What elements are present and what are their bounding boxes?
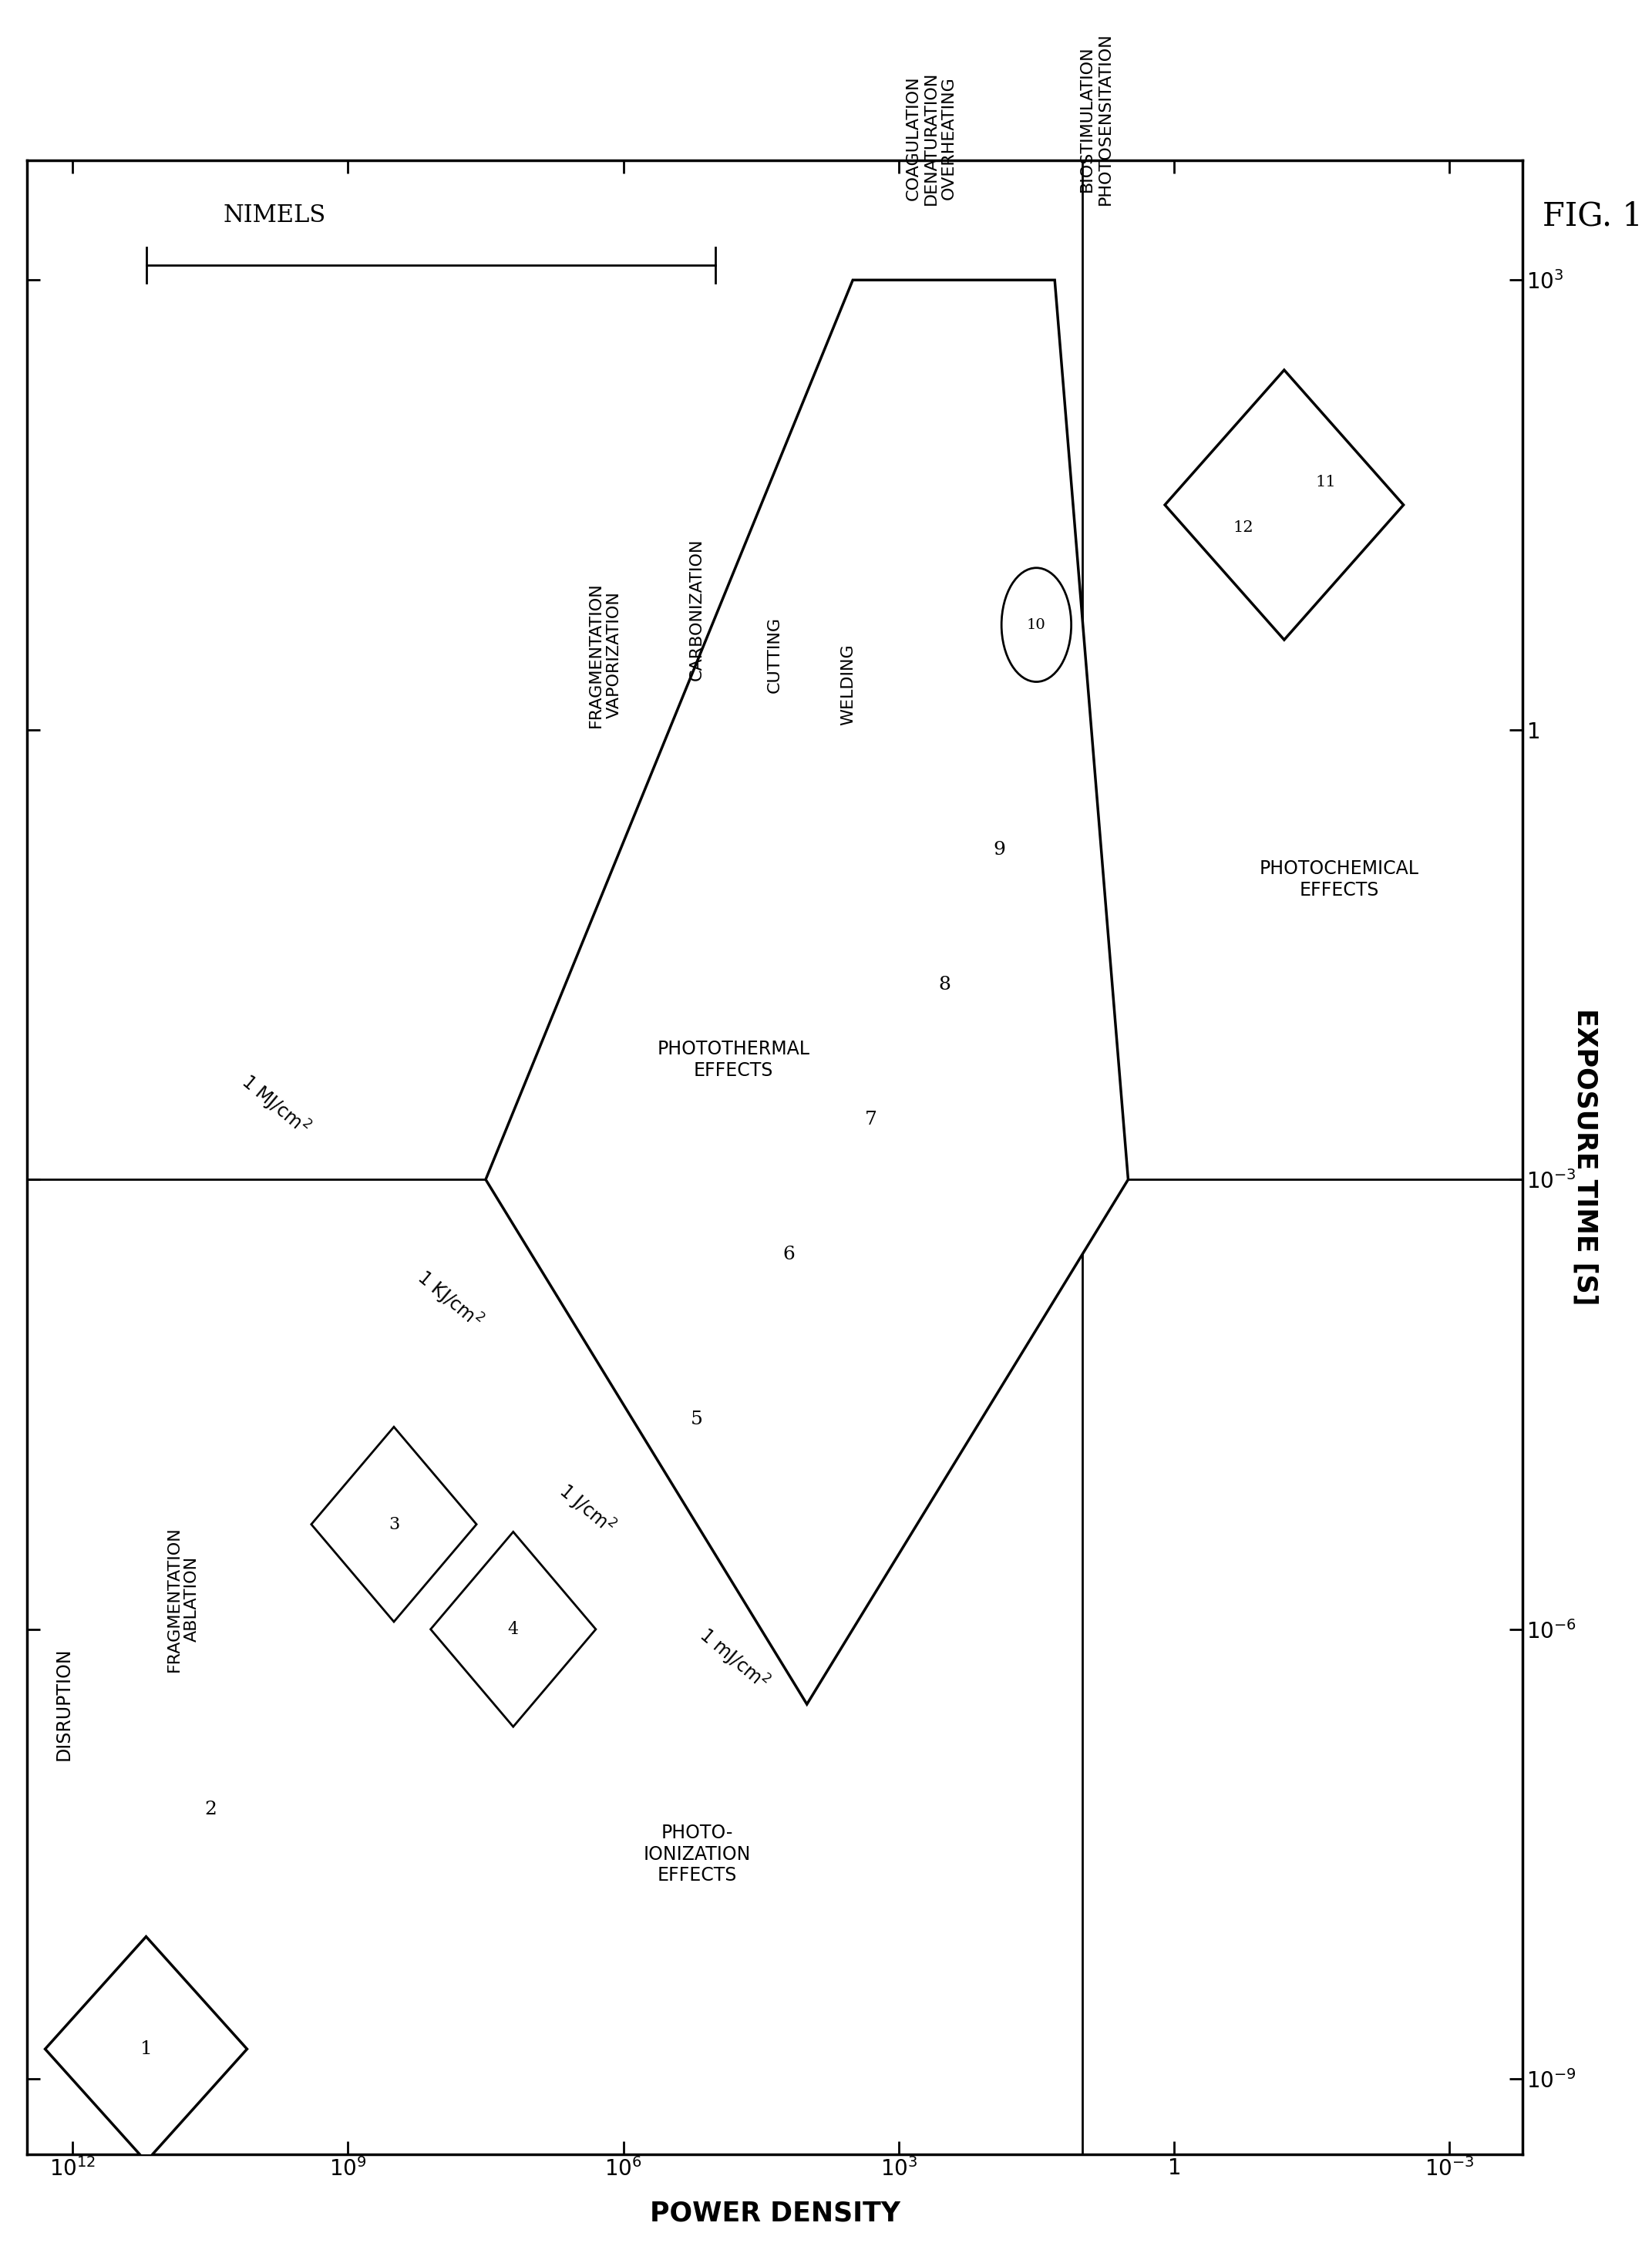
Text: 5: 5 xyxy=(691,1410,702,1428)
Text: 8: 8 xyxy=(938,976,950,994)
Circle shape xyxy=(1001,568,1070,683)
Polygon shape xyxy=(1165,369,1404,640)
Text: CUTTING: CUTTING xyxy=(767,617,783,694)
Text: 11: 11 xyxy=(1315,475,1336,489)
Text: 1 mJ/cm$^2$: 1 mJ/cm$^2$ xyxy=(694,1622,773,1697)
Text: 1: 1 xyxy=(140,2041,152,2057)
Text: BIOSTIMULATION
PHOTOSENSITATION: BIOSTIMULATION PHOTOSENSITATION xyxy=(1079,32,1113,205)
Text: 9: 9 xyxy=(993,840,1006,858)
Polygon shape xyxy=(311,1426,476,1622)
X-axis label: POWER DENSITY: POWER DENSITY xyxy=(649,2199,900,2226)
Text: 1 J/cm$^2$: 1 J/cm$^2$ xyxy=(553,1478,620,1539)
Text: 6: 6 xyxy=(783,1246,795,1264)
Polygon shape xyxy=(486,279,1128,1703)
Text: 12: 12 xyxy=(1232,520,1254,534)
Text: WELDING: WELDING xyxy=(841,644,856,725)
Text: 7: 7 xyxy=(866,1111,877,1129)
Text: PHOTOTHERMAL
EFFECTS: PHOTOTHERMAL EFFECTS xyxy=(657,1039,809,1079)
Text: FRAGMENTATION
VAPORIZATION: FRAGMENTATION VAPORIZATION xyxy=(588,581,621,728)
Text: FIG. 1: FIG. 1 xyxy=(1543,201,1642,232)
Text: 1 MJ/cm$^2$: 1 MJ/cm$^2$ xyxy=(236,1070,314,1140)
Text: NIMELS: NIMELS xyxy=(223,203,325,228)
Text: 1 KJ/cm$^2$: 1 KJ/cm$^2$ xyxy=(411,1266,486,1334)
Text: 10: 10 xyxy=(1028,617,1046,631)
Text: COAGULATION
DENATURATION
OVERHEATING: COAGULATION DENATURATION OVERHEATING xyxy=(905,72,957,205)
Text: PHOTO-
IONIZATION
EFFECTS: PHOTO- IONIZATION EFFECTS xyxy=(643,1823,750,1886)
Text: 4: 4 xyxy=(507,1620,519,1638)
Polygon shape xyxy=(45,1938,248,2161)
Text: CARBONIZATION: CARBONIZATION xyxy=(689,538,704,680)
Text: PHOTOCHEMICAL
EFFECTS: PHOTOCHEMICAL EFFECTS xyxy=(1259,861,1419,899)
Polygon shape xyxy=(431,1532,596,1726)
Text: 2: 2 xyxy=(205,1800,216,1818)
Text: 3: 3 xyxy=(388,1516,400,1532)
Text: DISRUPTION: DISRUPTION xyxy=(55,1647,73,1762)
Text: FRAGMENTATION
ABLATION: FRAGMENTATION ABLATION xyxy=(167,1528,200,1672)
Y-axis label: EXPOSURE TIME [S]: EXPOSURE TIME [S] xyxy=(1571,1009,1597,1304)
